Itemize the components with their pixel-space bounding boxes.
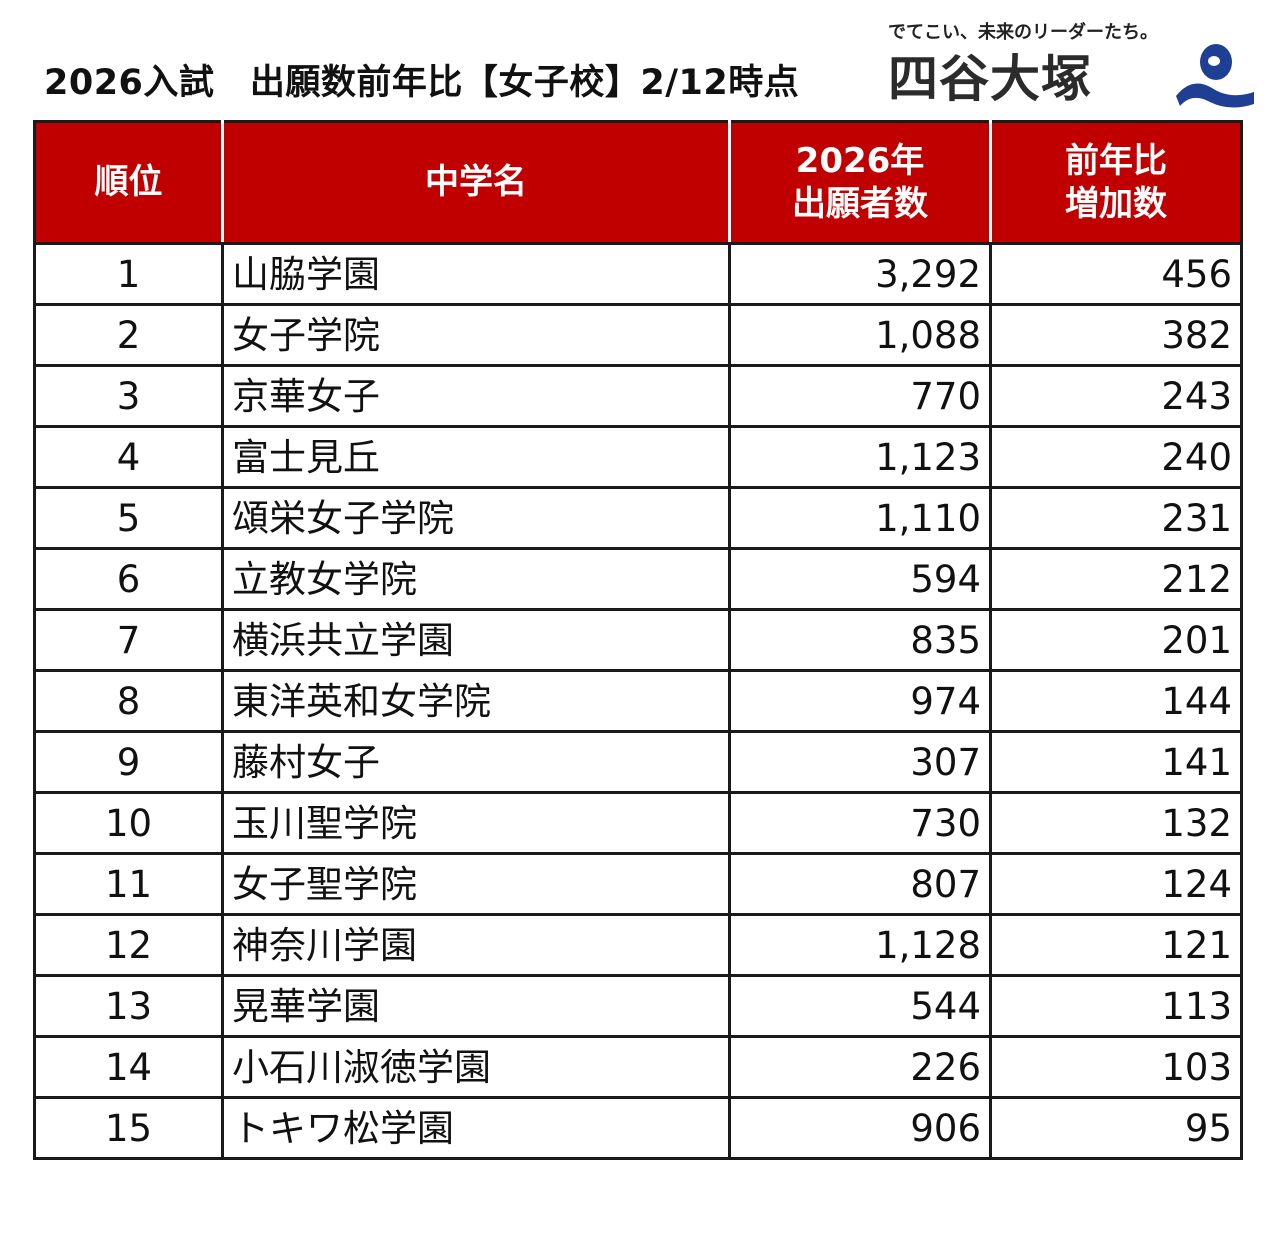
cell-increase: 121 [989, 913, 1243, 977]
cell-rank: 12 [33, 913, 224, 977]
table-row: 12 神奈川学園 1,128 121 [33, 913, 1243, 977]
mascot-icon [1176, 44, 1254, 108]
cell-school-name: 京華女子 [221, 364, 731, 428]
cell-increase: 243 [989, 364, 1243, 428]
cell-rank: 14 [33, 1035, 224, 1099]
cell-applicants: 1,128 [728, 913, 992, 977]
table-row: 15 トキワ松学園 906 95 [33, 1096, 1243, 1160]
table-header-row: 順位 中学名 2026年 出願者数 前年比 増加数 [33, 120, 1243, 245]
cell-increase: 456 [989, 242, 1243, 306]
cell-applicants: 226 [728, 1035, 992, 1099]
page-title: 2026入試 出願数前年比【女子校】2/12時点 [44, 63, 800, 103]
header-school-name: 中学名 [221, 120, 731, 245]
ranking-table: 順位 中学名 2026年 出願者数 前年比 増加数 1 山脇学園 3,292 456… [33, 120, 1243, 1160]
table-row: 2 女子学院 1,088 382 [33, 303, 1243, 367]
cell-applicants: 730 [728, 791, 992, 855]
cell-applicants: 307 [728, 730, 992, 794]
table-row: 7 横浜共立学園 835 201 [33, 608, 1243, 672]
cell-rank: 5 [33, 486, 224, 550]
cell-applicants: 906 [728, 1096, 992, 1160]
cell-school-name: 晃華学園 [221, 974, 731, 1038]
table-row: 4 富士見丘 1,123 240 [33, 425, 1243, 489]
cell-increase: 141 [989, 730, 1243, 794]
cell-school-name: 神奈川学園 [221, 913, 731, 977]
cell-applicants: 594 [728, 547, 992, 611]
cell-rank: 2 [33, 303, 224, 367]
cell-increase: 132 [989, 791, 1243, 855]
cell-rank: 6 [33, 547, 224, 611]
table-row: 8 東洋英和女学院 974 144 [33, 669, 1243, 733]
cell-school-name: 女子学院 [221, 303, 731, 367]
table-row: 10 玉川聖学院 730 132 [33, 791, 1243, 855]
cell-increase: 113 [989, 974, 1243, 1038]
header-applicants: 2026年 出願者数 [728, 120, 992, 245]
cell-increase: 382 [989, 303, 1243, 367]
cell-rank: 11 [33, 852, 224, 916]
header-increase: 前年比 増加数 [989, 120, 1243, 245]
cell-rank: 15 [33, 1096, 224, 1160]
cell-rank: 7 [33, 608, 224, 672]
cell-school-name: 小石川淑徳学園 [221, 1035, 731, 1099]
header-rank: 順位 [33, 120, 224, 245]
table-row: 6 立教女学院 594 212 [33, 547, 1243, 611]
cell-increase: 103 [989, 1035, 1243, 1099]
cell-increase: 231 [989, 486, 1243, 550]
cell-applicants: 1,110 [728, 486, 992, 550]
cell-school-name: 女子聖学院 [221, 852, 731, 916]
cell-applicants: 1,123 [728, 425, 992, 489]
cell-school-name: 頌栄女子学院 [221, 486, 731, 550]
cell-rank: 10 [33, 791, 224, 855]
cell-school-name: 東洋英和女学院 [221, 669, 731, 733]
brand-logo: でてこい、未来のリーダーたち。 四谷大塚 [888, 22, 1268, 118]
cell-increase: 212 [989, 547, 1243, 611]
cell-applicants: 544 [728, 974, 992, 1038]
cell-rank: 1 [33, 242, 224, 306]
brand-name: 四谷大塚 [888, 50, 1092, 108]
cell-increase: 124 [989, 852, 1243, 916]
cell-applicants: 1,088 [728, 303, 992, 367]
cell-applicants: 807 [728, 852, 992, 916]
cell-school-name: 立教女学院 [221, 547, 731, 611]
table-row: 9 藤村女子 307 141 [33, 730, 1243, 794]
table-row: 5 頌栄女子学院 1,110 231 [33, 486, 1243, 550]
cell-school-name: 富士見丘 [221, 425, 731, 489]
brand-tagline: でてこい、未来のリーダーたち。 [888, 22, 1158, 43]
cell-applicants: 770 [728, 364, 992, 428]
cell-rank: 3 [33, 364, 224, 428]
cell-rank: 9 [33, 730, 224, 794]
cell-rank: 4 [33, 425, 224, 489]
table-row: 3 京華女子 770 243 [33, 364, 1243, 428]
cell-school-name: 玉川聖学院 [221, 791, 731, 855]
table-row: 1 山脇学園 3,292 456 [33, 242, 1243, 306]
table-row: 14 小石川淑徳学園 226 103 [33, 1035, 1243, 1099]
cell-increase: 240 [989, 425, 1243, 489]
table-row: 13 晃華学園 544 113 [33, 974, 1243, 1038]
cell-increase: 201 [989, 608, 1243, 672]
cell-school-name: 横浜共立学園 [221, 608, 731, 672]
cell-school-name: トキワ松学園 [221, 1096, 731, 1160]
cell-school-name: 山脇学園 [221, 242, 731, 306]
cell-school-name: 藤村女子 [221, 730, 731, 794]
cell-applicants: 974 [728, 669, 992, 733]
table-row: 11 女子聖学院 807 124 [33, 852, 1243, 916]
cell-applicants: 835 [728, 608, 992, 672]
cell-increase: 95 [989, 1096, 1243, 1160]
cell-rank: 13 [33, 974, 224, 1038]
cell-increase: 144 [989, 669, 1243, 733]
cell-applicants: 3,292 [728, 242, 992, 306]
cell-rank: 8 [33, 669, 224, 733]
